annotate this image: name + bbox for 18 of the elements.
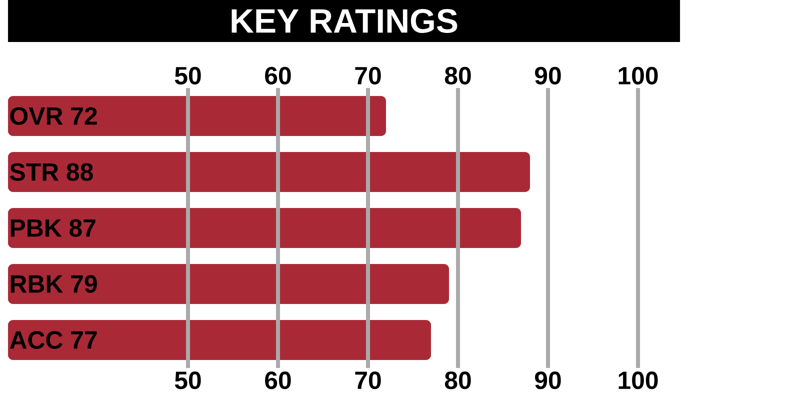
y-tick-label: RBK 79 [10, 275, 97, 293]
x-tick-label: 100 [618, 66, 658, 84]
x2-tick-label: 60 [265, 372, 291, 390]
x2-tick-label: 70 [355, 372, 381, 390]
x-tick-label: 90 [535, 66, 561, 84]
x2-tick-label: 80 [444, 372, 471, 390]
y-tick-label: PBK 87 [10, 219, 96, 237]
x-tick-label: 70 [355, 66, 381, 84]
y-tick-label: STR 88 [10, 163, 93, 181]
y-tick-label: ACC 77 [10, 331, 97, 349]
x2-tick-label: 90 [535, 372, 561, 390]
x-tick-label: 50 [174, 66, 201, 84]
x-tick-label: 80 [444, 66, 471, 84]
x2-tick-label: 100 [618, 372, 658, 390]
y-tick-label: OVR 72 [10, 107, 97, 125]
chart-title: KEY RATINGS [232, 9, 458, 33]
x2-tick-label: 50 [174, 372, 201, 390]
x-tick-label: 60 [265, 66, 291, 84]
